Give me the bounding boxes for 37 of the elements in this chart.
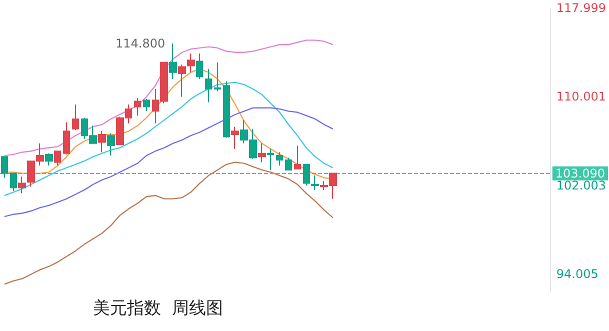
candlestick <box>54 150 61 166</box>
candlestick <box>285 157 292 170</box>
candlestick <box>187 52 195 73</box>
candlestick <box>178 64 186 98</box>
candlestick <box>72 104 79 131</box>
y-tick-label: 117.999 <box>556 1 606 16</box>
line-series <box>4 107 334 218</box>
candlestick <box>107 132 115 156</box>
line-series <box>4 82 334 196</box>
ref-line-label: 103.090 <box>555 166 605 180</box>
candlestick <box>311 175 319 190</box>
annotation: 114.800 <box>115 36 166 50</box>
candlestick <box>294 145 301 170</box>
candlestick <box>223 80 230 138</box>
line-series <box>4 162 334 285</box>
candlestick <box>267 148 274 170</box>
y-tick-label: 102.003 <box>556 178 606 192</box>
candlestick <box>45 152 53 166</box>
line-series <box>4 40 334 156</box>
y-tick-label: 110.001 <box>556 90 606 104</box>
candlestick <box>303 164 310 186</box>
candlestick <box>214 62 221 92</box>
candlestick <box>169 43 177 80</box>
candlestick <box>63 122 70 155</box>
candlestick <box>258 142 266 163</box>
candlestick <box>10 172 17 192</box>
y-tick-label: 94.005 <box>556 267 598 282</box>
text: 美元指数 周线图 <box>93 298 223 318</box>
candlestick <box>143 98 150 112</box>
candlestick <box>98 130 106 153</box>
candlestick <box>18 176 26 194</box>
candlestick <box>205 68 212 103</box>
candlestick <box>1 156 8 178</box>
candlestick <box>231 126 239 150</box>
candlestick <box>196 52 203 80</box>
candlestick <box>134 97 141 116</box>
candlestick <box>276 152 283 166</box>
